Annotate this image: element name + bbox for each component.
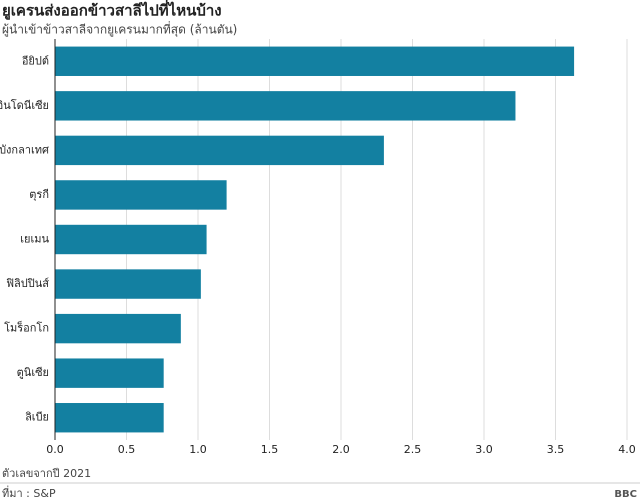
chart-title: ยูเครนส่งออกข้าวสาลีไปที่ไหนบ้าง: [2, 0, 222, 21]
bar: [55, 269, 201, 299]
bar: [55, 313, 181, 344]
source: ที่มา : S&P: [2, 485, 56, 500]
x-tick-label: 1.0: [189, 443, 207, 456]
x-tick-label: 0.0: [46, 443, 64, 456]
bar: [55, 46, 575, 76]
y-tick-label: อินโดนีเซีย: [0, 98, 49, 112]
bar: [55, 403, 164, 433]
x-tick-label: 1.5: [261, 443, 279, 456]
y-tick-label: เยเมน: [20, 233, 49, 246]
x-tick-label: 3.5: [547, 443, 565, 456]
bar: [55, 180, 227, 210]
chart-subtitle: ผู้นำเข้าข้าวสาลีจากยูเครนมากที่สุด (ล้า…: [2, 21, 237, 38]
y-tick-label: โมร็อกโก: [4, 321, 49, 335]
y-tick-label: ฟิลิปปินส์: [6, 277, 50, 290]
y-tick-label: ลิเบีย: [25, 411, 49, 424]
bar: [55, 358, 164, 388]
x-tick-label: 2.0: [332, 443, 350, 456]
y-tick-label: ตุรกี: [29, 188, 49, 201]
y-tick-label: ตูนิเซีย: [17, 366, 49, 379]
bar: [55, 135, 384, 166]
bar: [55, 224, 207, 255]
x-tick-label: 3.0: [475, 443, 493, 456]
y-tick-label: อียิปต์: [21, 54, 49, 67]
x-tick-label: 2.5: [404, 443, 422, 456]
note: ตัวเลขจากปี 2021: [2, 467, 91, 480]
logo: BBC: [614, 489, 637, 500]
x-tick-label: 0.5: [118, 443, 136, 456]
bar: [55, 91, 516, 121]
y-tick-label: บังกลาเทศ: [0, 143, 49, 156]
x-tick-label: 4.0: [618, 443, 636, 456]
